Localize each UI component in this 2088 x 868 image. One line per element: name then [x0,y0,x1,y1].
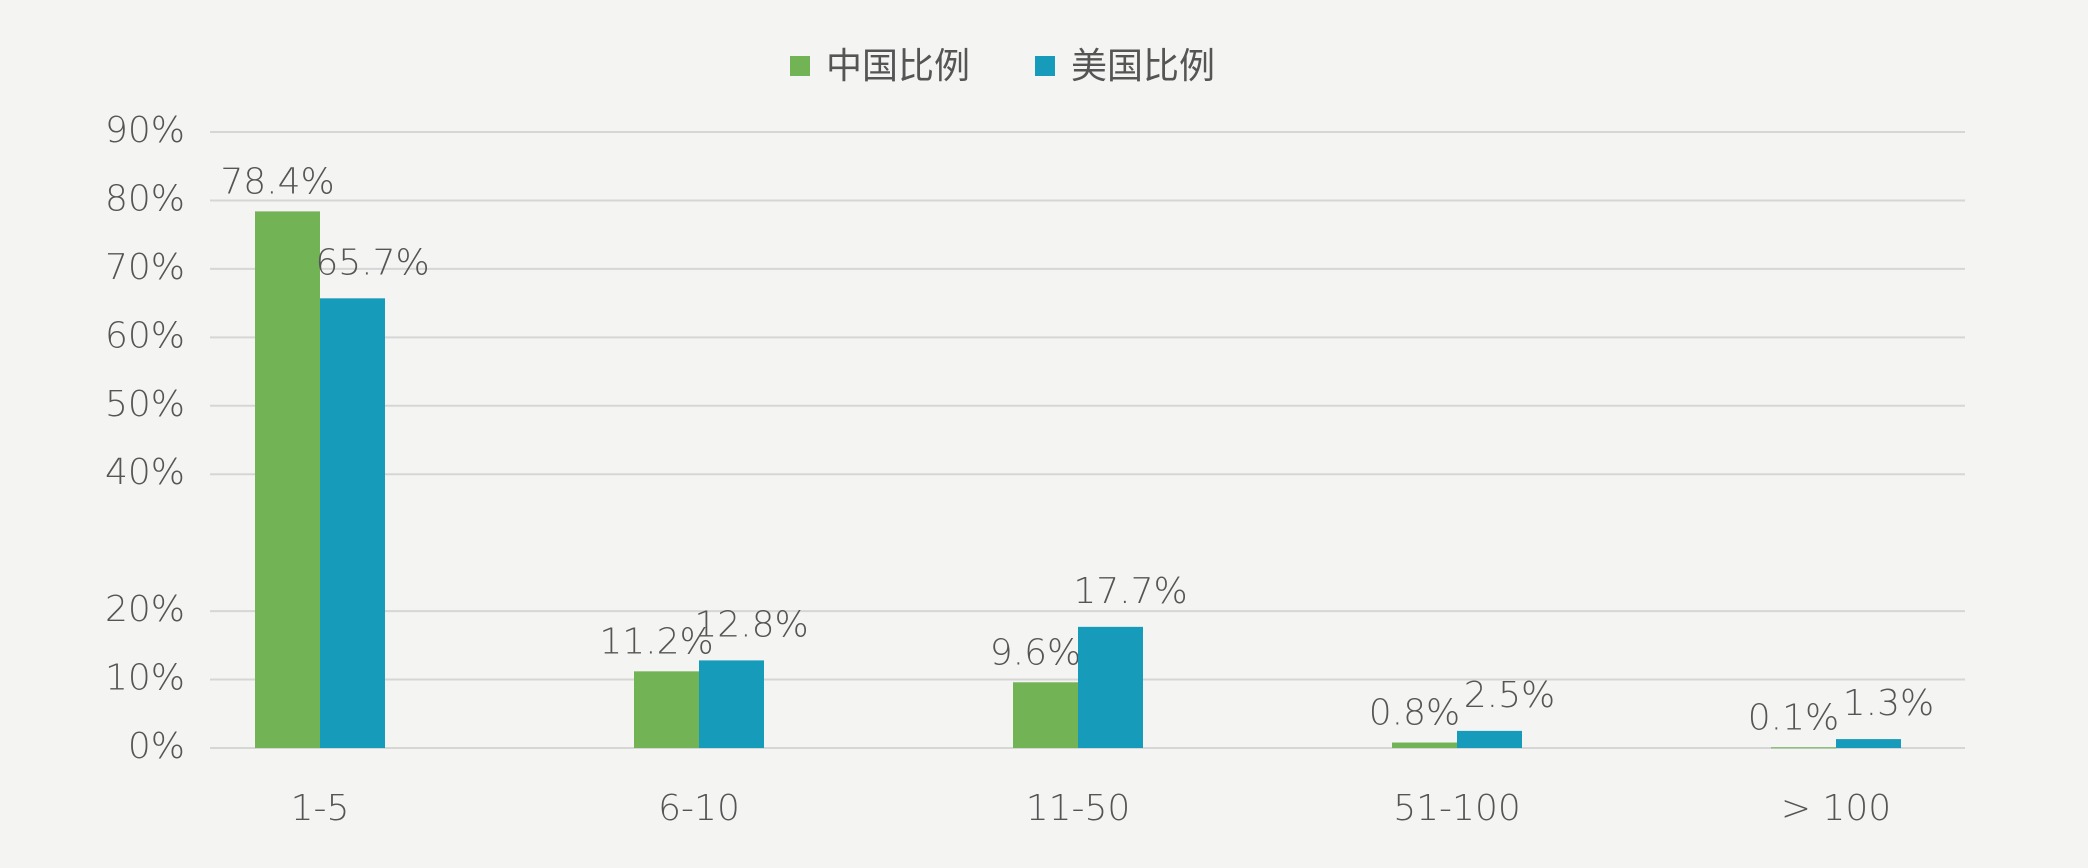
y-tick-label: 60% [105,315,185,356]
x-tick-label: 6-10 [658,788,740,829]
bar [1457,730,1522,748]
bar [255,211,320,748]
data-label: 78.4% [220,161,334,202]
y-tick-label: 90% [105,110,185,151]
y-tick-label: 50% [105,384,185,425]
data-label: 17.7% [1073,571,1187,612]
legend-swatch [790,56,810,76]
y-tick-label: 10% [105,658,185,699]
legend-label: 美国比例 [1071,46,1215,87]
y-tick-label: 70% [105,247,185,288]
x-tick-label: 51-100 [1393,788,1521,829]
y-tick-label: 80% [105,178,185,219]
data-label: 9.6% [990,632,1081,673]
bar [634,671,699,748]
bar [1836,739,1901,748]
data-label: 2.5% [1464,675,1555,716]
data-label: 65.7% [315,242,429,283]
x-tick-label: 11-50 [1026,788,1131,829]
legend-swatch [1035,56,1055,76]
legend-label: 中国比例 [826,46,970,87]
data-label: 12.8% [694,604,808,645]
bar [1771,747,1836,749]
x-tick-label: 1-5 [291,788,350,829]
bar [1078,626,1143,748]
data-label: 0.1% [1748,697,1839,738]
y-tick-label: 20% [105,589,185,630]
data-label: 1.3% [1843,683,1934,724]
bar [1013,682,1078,748]
bar [699,660,764,748]
x-tick-label: > 100 [1781,788,1891,829]
bar [1392,742,1457,748]
y-tick-label: 40% [105,452,185,493]
data-label: 11.2% [599,621,713,662]
bar [320,298,385,748]
data-label: 0.8% [1369,693,1460,734]
y-tick-label: 0% [128,726,185,767]
